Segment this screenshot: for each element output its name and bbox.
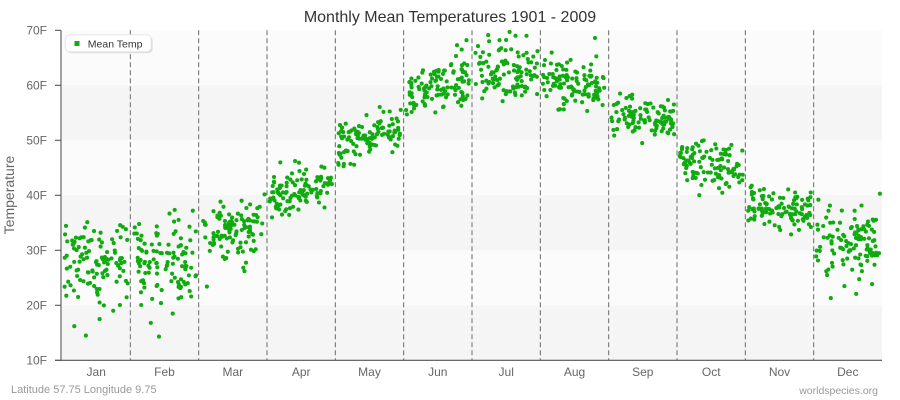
svg-text:Jan: Jan — [87, 365, 106, 379]
svg-text:40F: 40F — [26, 188, 47, 202]
svg-text:Oct: Oct — [702, 365, 721, 379]
svg-text:20F: 20F — [26, 298, 47, 312]
svg-text:Temperature: Temperature — [1, 155, 17, 234]
svg-text:Sep: Sep — [632, 365, 654, 379]
svg-text:10F: 10F — [26, 353, 47, 367]
svg-text:50F: 50F — [26, 133, 47, 147]
svg-text:May: May — [358, 365, 381, 379]
svg-text:Nov: Nov — [769, 365, 790, 379]
svg-text:60F: 60F — [26, 78, 47, 92]
svg-text:30F: 30F — [26, 243, 47, 257]
svg-text:Apr: Apr — [292, 365, 311, 379]
svg-text:Feb: Feb — [154, 365, 175, 379]
svg-text:Jul: Jul — [499, 365, 514, 379]
svg-text:Jun: Jun — [428, 365, 447, 379]
svg-text:Dec: Dec — [837, 365, 858, 379]
svg-text:Monthly Mean Temperatures 1901: Monthly Mean Temperatures 1901 - 2009 — [304, 9, 596, 26]
svg-text:Latitude 57.75 Longitude 9.75: Latitude 57.75 Longitude 9.75 — [11, 384, 157, 396]
svg-text:worldspecies.org: worldspecies.org — [798, 385, 878, 397]
svg-text:Mar: Mar — [222, 365, 243, 379]
svg-text:Mean Temp: Mean Temp — [88, 38, 143, 50]
svg-text:70F: 70F — [26, 23, 47, 37]
svg-text:Aug: Aug — [564, 365, 585, 379]
